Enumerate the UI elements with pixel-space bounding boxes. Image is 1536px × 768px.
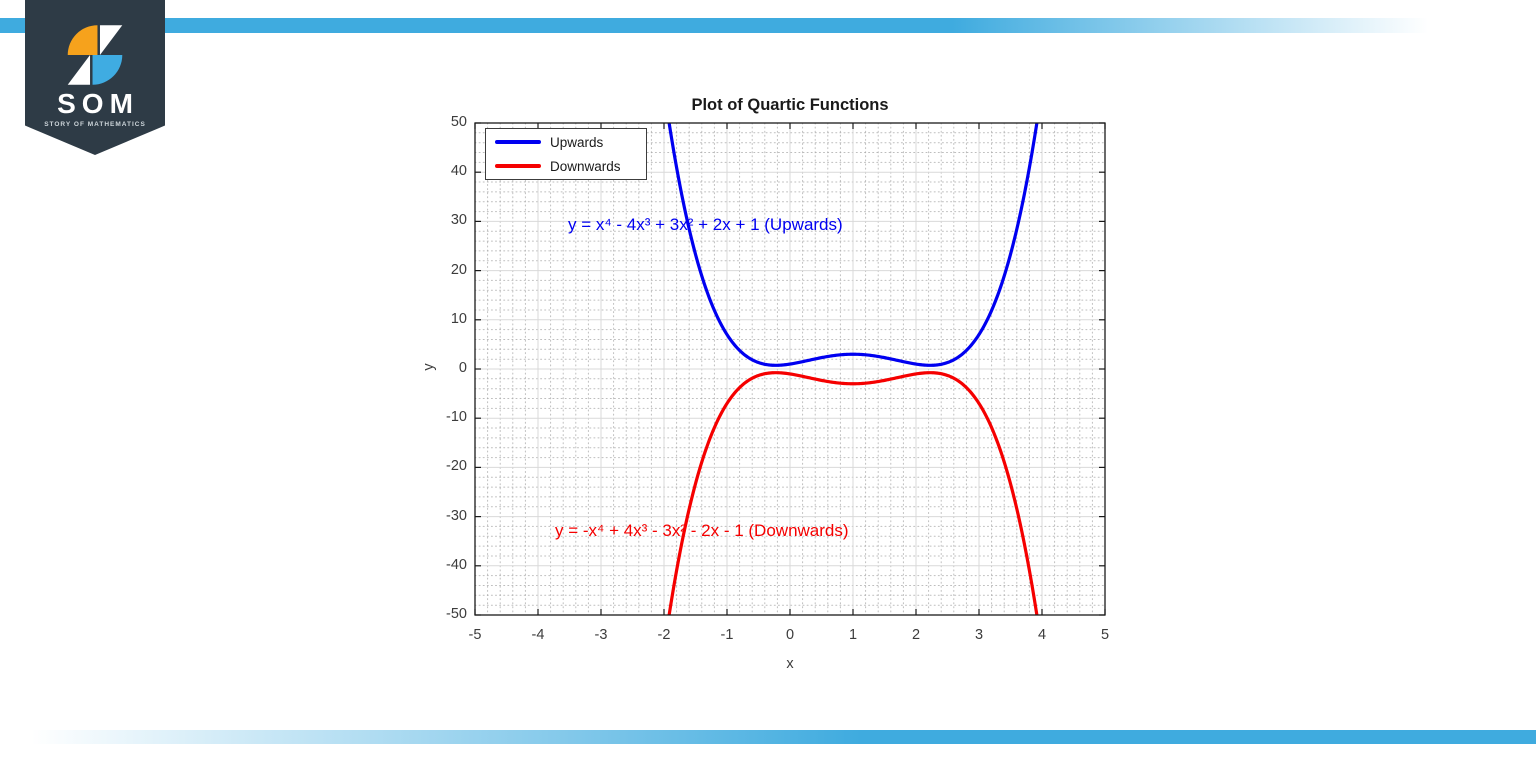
legend-line-downwards [495,164,541,168]
som-pinwheel-icon [67,25,123,85]
y-tick-label: 50 [450,114,467,130]
y-tick-label: 0 [458,360,467,376]
y-tick-label: 30 [450,212,467,229]
legend-row-downwards: Downwards [486,156,646,177]
x-tick-label: -5 [468,627,482,643]
bottom-brand-stripe [0,730,1536,744]
x-axis-label: x [786,656,794,672]
x-tick-label: -2 [657,627,671,643]
x-tick-label: 3 [974,627,984,643]
y-tick-label: 10 [450,310,467,327]
chart-curves [474,122,1106,616]
y-tick-label: -30 [446,507,467,524]
x-tick-label: 0 [785,627,795,643]
chart-title: Plot of Quartic Functions [691,96,889,114]
legend: Upwards Downwards [485,128,647,180]
x-tick-label: 1 [848,627,858,643]
quartic-functions-figure: Plot of Quartic Functions y = x⁴ - 4x³ +… [400,85,1160,695]
x-tick-label: 4 [1037,627,1047,643]
x-tick-label: 2 [911,627,921,643]
legend-line-upwards [495,140,541,144]
annotation-downwards-equation: y = -x⁴ + 4x³ - 3x² - 2x - 1 (Downwards) [555,521,849,540]
y-tick-label: 40 [450,163,467,180]
logo-wordmark: SOM [57,88,139,119]
y-tick-label: -10 [446,409,467,426]
annotation-upwards-equation: y = x⁴ - 4x³ + 3x² + 2x + 1 (Upwards) [568,215,843,234]
y-tick-label: 20 [450,261,467,278]
x-tick-label: 5 [1100,627,1110,643]
logo-tagline: STORY OF MATHEMATICS [44,121,146,128]
legend-label-downwards: Downwards [550,158,621,174]
x-tick-label: -4 [531,627,545,643]
legend-label-upwards: Upwards [550,134,604,150]
x-tick-label: -1 [720,627,734,643]
y-tick-label: -40 [446,556,467,573]
som-logo-banner[interactable]: SOM STORY OF MATHEMATICS [25,0,165,155]
x-tick-label: -3 [594,627,608,643]
legend-row-upwards: Upwards [486,132,646,153]
y-tick-label: -50 [446,606,467,622]
top-brand-stripe [0,18,1536,33]
y-tick-label: -20 [446,458,467,475]
